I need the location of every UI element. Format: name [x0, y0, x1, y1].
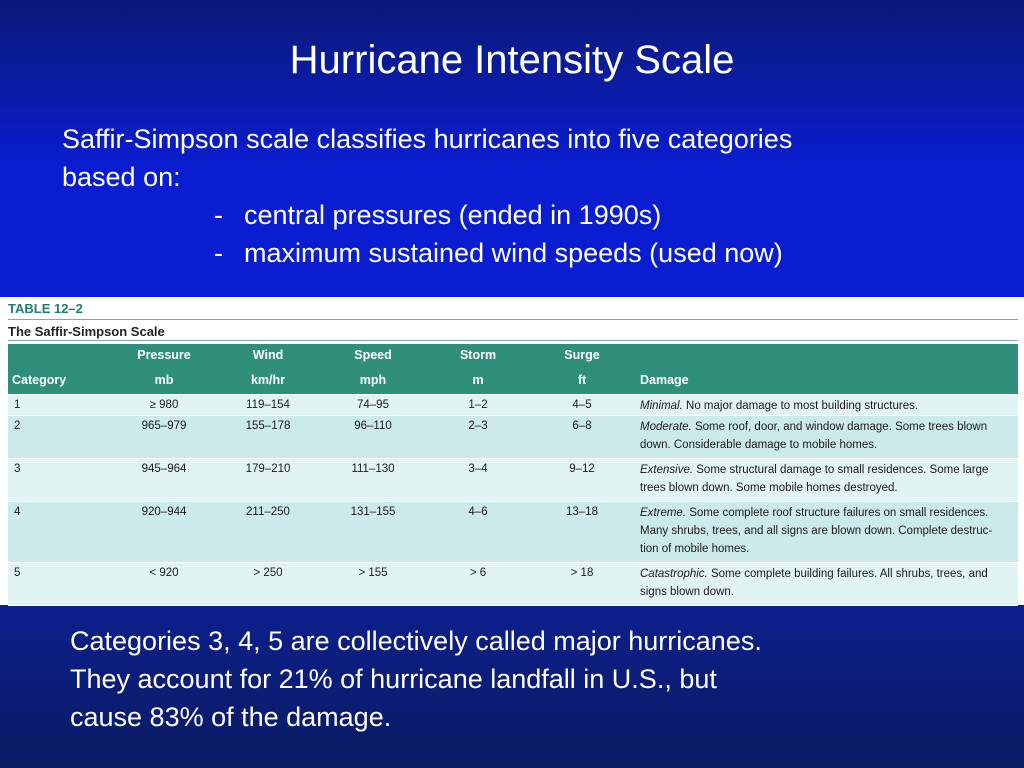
table-body: 1 ≥ 980 119–154 74–95 1–2 4–5 Minimal. N…: [8, 395, 1018, 606]
table-rule-top: [8, 319, 1018, 320]
bullet-text: central pressures (ended in 1990s): [244, 200, 662, 230]
header-category: Category: [12, 373, 67, 387]
cell-category: 5: [14, 567, 21, 579]
intro-text: Saffir-Simpson scale classifies hurrican…: [62, 120, 1002, 272]
cell-storm: 1–2: [468, 399, 488, 411]
header-surge: Surge: [564, 348, 600, 362]
header-speed: Speed: [354, 348, 392, 362]
table-row: 3 945–964 179–210 111–130 3–4 9–12 Exten…: [8, 459, 1018, 502]
table-rule-bottom: [8, 340, 1018, 341]
bullet-item-pressures: - central pressures (ended in 1990s): [62, 196, 1002, 234]
cell-wind: > 250: [253, 567, 283, 579]
table-label: TABLE 12–2: [8, 301, 83, 316]
table-header: Pressure Wind Speed Storm Surge Category…: [8, 344, 1018, 394]
saffir-simpson-table: TABLE 12–2 The Saffir-Simpson Scale Pres…: [0, 297, 1024, 606]
damage-text: No major damage to most building structu…: [686, 400, 919, 412]
damage-label: Catastrophic.: [640, 568, 708, 580]
header-pressure-unit: mb: [154, 373, 174, 387]
damage-text: Many shrubs, trees, and all signs are bl…: [640, 525, 993, 537]
intro-line-2: based on:: [62, 162, 181, 192]
cell-speed: > 155: [358, 567, 388, 579]
intro-line-1: Saffir-Simpson scale classifies hurrican…: [62, 124, 793, 154]
header-wind-unit: km/hr: [250, 373, 286, 387]
cell-storm: 4–6: [468, 506, 488, 518]
damage-label: Moderate.: [640, 421, 692, 433]
damage-text: tion of mobile homes.: [640, 543, 750, 555]
damage-text: signs blown down.: [640, 586, 734, 598]
cell-storm: 2–3: [468, 420, 488, 432]
cell-storm: > 6: [469, 567, 487, 579]
cell-surge: 6–8: [572, 420, 592, 432]
cell-speed: 131–155: [350, 506, 396, 518]
cell-surge: 9–12: [569, 463, 595, 475]
damage-text: Some complete building failures. All shr…: [710, 568, 988, 580]
table-row: 4 920–944 211–250 131–155 4–6 13–18 Extr…: [8, 502, 1018, 563]
damage-text: down. Considerable damage to mobile home…: [640, 439, 878, 451]
header-damage: Damage: [640, 373, 689, 387]
slide-title: Hurricane Intensity Scale: [289, 38, 735, 82]
damage-label: Minimal.: [640, 400, 683, 412]
cell-pressure: 965–979: [141, 420, 187, 432]
cell-storm: 3–4: [468, 463, 488, 475]
cell-speed: 111–130: [351, 463, 395, 475]
cell-category: 4: [14, 506, 21, 518]
footer-line-3: cause 83% of the damage.: [70, 702, 392, 732]
table-row: 5 < 920 > 250 > 155 > 6 > 18 Catastrophi…: [8, 563, 1018, 606]
cell-wind: 179–210: [245, 463, 291, 475]
cell-pressure: ≥ 980: [149, 399, 179, 411]
footer-line-2: They account for 21% of hurricane landfa…: [70, 664, 717, 694]
cell-speed: 96–110: [354, 420, 392, 432]
cell-surge: 4–5: [572, 399, 592, 411]
footer-line-1: Categories 3, 4, 5 are collectively call…: [70, 626, 762, 656]
footer-text: Categories 3, 4, 5 are collectively call…: [70, 622, 1000, 736]
header-storm: Storm: [459, 348, 497, 362]
cell-pressure: < 920: [149, 567, 179, 579]
bullet-marker: -: [214, 200, 223, 230]
bullet-text: maximum sustained wind speeds (used now): [244, 238, 783, 268]
damage-label: Extreme.: [640, 507, 687, 519]
damage-text: Some complete roof structure failures on…: [689, 507, 989, 519]
cell-pressure: 945–964: [141, 463, 187, 475]
damage-text: Some roof, door, and window damage. Some…: [694, 421, 988, 433]
cell-damage: Extreme. Some complete roof structure fa…: [640, 504, 1010, 558]
cell-damage: Catastrophic. Some complete building fai…: [640, 565, 1010, 601]
header-surge-unit: ft: [577, 373, 587, 387]
bullet-item-wind-speeds: - maximum sustained wind speeds (used now…: [62, 234, 1002, 272]
cell-pressure: 920–944: [141, 506, 187, 518]
table-row: 2 965–979 155–178 96–110 2–3 6–8 Moderat…: [8, 416, 1018, 459]
header-wind: Wind: [252, 348, 284, 362]
cell-damage: Moderate. Some roof, door, and window da…: [640, 418, 1010, 454]
cell-wind: 119–154: [246, 399, 290, 411]
table-title: The Saffir-Simpson Scale: [8, 324, 165, 339]
cell-wind: 211–250: [246, 506, 290, 518]
cell-category: 1: [14, 399, 21, 411]
header-storm-unit: m: [472, 373, 484, 387]
header-pressure: Pressure: [137, 348, 191, 362]
cell-damage: Minimal. No major damage to most buildin…: [640, 397, 1010, 415]
cell-category: 2: [14, 420, 21, 432]
damage-label: Extensive.: [640, 464, 694, 476]
bullet-marker: -: [214, 238, 223, 268]
table-row: 1 ≥ 980 119–154 74–95 1–2 4–5 Minimal. N…: [8, 395, 1018, 416]
cell-category: 3: [14, 463, 21, 475]
header-speed-unit: mph: [359, 373, 387, 387]
cell-surge: 13–18: [566, 506, 598, 518]
cell-wind: 155–178: [245, 420, 291, 432]
damage-text: Some structural damage to small residenc…: [696, 464, 989, 476]
cell-speed: 74–95: [357, 399, 389, 411]
cell-damage: Extensive. Some structural damage to sma…: [640, 461, 1010, 497]
damage-text: trees blown down. Some mobile homes dest…: [640, 482, 898, 494]
cell-surge: > 18: [570, 567, 594, 579]
